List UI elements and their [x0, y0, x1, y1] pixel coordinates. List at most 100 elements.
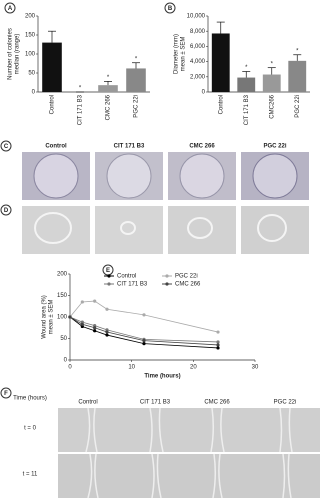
column-header: CIT 171 B3: [114, 144, 145, 150]
y-tick-label: 200: [25, 14, 36, 20]
y-axis-label: mean ± SEM: [181, 37, 187, 72]
column-header: CMC 266: [189, 144, 215, 150]
column-header: Control: [78, 400, 97, 406]
y-tick-label: 10,000: [187, 14, 206, 20]
row-label: t = 0: [24, 426, 37, 432]
corner-label: Time (hours): [13, 396, 47, 402]
bar: [126, 68, 146, 92]
point: [216, 343, 220, 347]
x-tick-label: PGC 22i: [295, 95, 301, 118]
legend-label: PGC 22i: [175, 274, 198, 280]
point: [142, 342, 146, 346]
y-tick-label: 0: [32, 90, 36, 96]
y-tick-label: 200: [57, 272, 68, 278]
x-tick-label: Control: [218, 95, 224, 114]
x-tick-label: 30: [252, 365, 259, 371]
legend-marker: [165, 282, 169, 286]
photos-d: [22, 206, 309, 254]
y-tick-label: 2,000: [190, 74, 206, 80]
panel-badge: [164, 2, 176, 14]
legend-label: CIT 171 B3: [117, 282, 148, 288]
panel-label: E: [106, 268, 110, 274]
column-header: CIT 171 B3: [140, 400, 171, 406]
point: [105, 307, 109, 311]
point: [216, 330, 220, 334]
significance: *: [107, 75, 110, 81]
photos-f: [58, 407, 320, 499]
x-tick-label: CMC 266: [106, 94, 112, 120]
y-axis-label: Diameter (mm): [174, 34, 180, 74]
bar: [211, 33, 230, 92]
panel-label: C: [4, 144, 9, 150]
x-tick-label: CIT 171 B3: [78, 94, 84, 125]
series-line: [69, 316, 219, 349]
column-header: Control: [45, 144, 67, 150]
panel-badge: [4, 2, 16, 14]
series-line: [69, 316, 219, 346]
column-header: PGC 22i: [274, 400, 297, 406]
y-axis-label: Wound area (%): [42, 295, 48, 339]
series-line: [69, 300, 219, 333]
y-tick-label: 150: [57, 293, 68, 299]
legend-label: CMC 266: [175, 282, 201, 288]
y-tick-label: 4,000: [190, 59, 206, 65]
legend-marker: [107, 282, 111, 286]
x-axis-label: Time (hours): [144, 374, 180, 380]
significance: *: [135, 56, 138, 62]
point: [68, 315, 72, 319]
panel-label: D: [4, 208, 9, 214]
x-tick-label: Control: [50, 95, 56, 114]
bar: [98, 85, 118, 92]
point: [105, 333, 109, 337]
point: [216, 346, 220, 350]
panel-badge: [0, 204, 12, 216]
y-tick-label: 100: [57, 315, 68, 321]
legend-marker: [107, 274, 111, 278]
y-tick-label: 50: [28, 71, 35, 77]
y-axis-label: mean ± SEM: [49, 300, 55, 335]
significance: *: [296, 48, 299, 54]
panel-badge: [0, 387, 12, 399]
legend-label: Control: [117, 274, 136, 280]
y-axis-label: median (range): [15, 34, 21, 75]
panel-label: B: [168, 6, 173, 12]
point: [93, 329, 97, 333]
series-line: [69, 316, 219, 343]
x-tick-label: 20: [190, 365, 197, 371]
y-axis-label: Number of colonies: [8, 28, 14, 80]
legend-marker: [165, 274, 169, 278]
y-tick-label: 100: [25, 52, 36, 58]
significance: *: [79, 86, 82, 92]
x-tick-label: 0: [68, 365, 72, 371]
y-tick-label: 0: [202, 90, 206, 96]
y-tick-label: 50: [60, 336, 67, 342]
point: [93, 326, 97, 330]
point: [80, 322, 84, 326]
point: [216, 340, 220, 344]
significance: *: [271, 61, 274, 67]
bar: [262, 74, 281, 92]
column-header: PGC 22i: [263, 144, 286, 150]
x-tick-label: CIT 171 B3: [244, 94, 250, 125]
point: [142, 313, 146, 317]
bar: [237, 77, 256, 92]
y-tick-label: 0: [64, 358, 68, 364]
panel-label: F: [4, 391, 8, 397]
photos-c: [22, 152, 309, 200]
row-label: t = 11: [23, 472, 38, 478]
y-tick-label: 8,000: [190, 29, 206, 35]
point: [142, 339, 146, 343]
y-tick-label: 150: [25, 33, 36, 39]
bar: [288, 60, 307, 92]
y-tick-label: 6,000: [190, 44, 206, 50]
column-header: CMC 266: [204, 400, 230, 406]
x-tick-label: 10: [128, 365, 135, 371]
significance: *: [245, 65, 248, 71]
x-tick-label: PGC 22i: [134, 95, 140, 118]
point: [93, 299, 97, 303]
x-tick-label: CMC266: [269, 94, 275, 118]
panel-badge: [0, 140, 12, 152]
point: [105, 330, 109, 334]
point: [80, 300, 84, 304]
